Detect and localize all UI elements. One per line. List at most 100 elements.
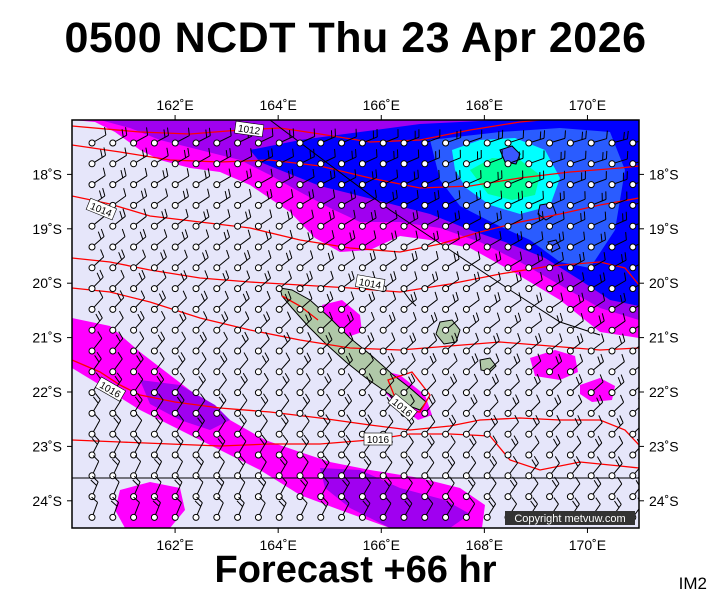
wind-barb-feather bbox=[428, 476, 434, 484]
wind-barb-feather bbox=[517, 192, 520, 201]
rain-patch-south bbox=[320, 468, 470, 528]
wind-barb-station bbox=[130, 264, 138, 272]
wind-barb-feather bbox=[491, 376, 497, 385]
wind-barb-station bbox=[88, 160, 96, 168]
wind-barb-station bbox=[566, 264, 574, 272]
wind-barb-feather bbox=[428, 397, 434, 405]
wind-barb-station bbox=[462, 201, 470, 209]
wind-barb-feather bbox=[408, 435, 414, 443]
wind-barb-feather bbox=[350, 191, 353, 200]
wind-barb-station bbox=[296, 493, 304, 501]
wind-barb-station bbox=[150, 326, 158, 334]
wind-barb-station bbox=[171, 285, 179, 293]
wind-barb-station bbox=[254, 264, 262, 272]
wind-barb-station bbox=[462, 264, 470, 272]
wind-barb-station bbox=[338, 430, 346, 438]
wind-barb-feather bbox=[328, 211, 332, 220]
wind-barb-station bbox=[171, 222, 179, 230]
wind-barb-station bbox=[171, 347, 179, 355]
wind-barb-station bbox=[546, 368, 554, 376]
wind-barb-feather bbox=[555, 356, 560, 365]
wind-barb-feather bbox=[500, 190, 503, 199]
wind-barb-station bbox=[130, 181, 138, 189]
wind-barb-station bbox=[379, 243, 387, 251]
wind-barb-feather bbox=[488, 500, 494, 508]
wind-barb-feather bbox=[556, 415, 561, 423]
wind-barb-feather bbox=[427, 438, 433, 446]
wind-barb-feather bbox=[195, 458, 202, 466]
wind-barb-feather bbox=[622, 333, 626, 342]
wind-barb-feather bbox=[600, 233, 603, 242]
wind-barb-feather bbox=[290, 209, 294, 218]
wind-barb-station bbox=[483, 513, 491, 521]
wind-barb-station bbox=[504, 305, 512, 313]
wind-barb-station bbox=[213, 368, 221, 376]
wind-barb-station bbox=[566, 285, 574, 293]
wind-barb-station bbox=[88, 368, 96, 376]
wind-barb-feather bbox=[346, 314, 351, 323]
wind-barb-feather bbox=[604, 231, 607, 240]
wind-barb-station bbox=[317, 472, 325, 480]
wind-barb-feather bbox=[287, 291, 292, 299]
wind-barb-station bbox=[379, 368, 387, 376]
wind-barb-feather bbox=[538, 212, 541, 221]
wind-barb-feather bbox=[185, 208, 189, 217]
wind-barb-feather bbox=[146, 127, 149, 136]
wind-barb-feather bbox=[285, 352, 291, 360]
wind-barb-feather bbox=[534, 435, 540, 443]
wind-barb-station bbox=[400, 201, 408, 209]
wind-barb-feather bbox=[94, 355, 100, 363]
wind-barb-station bbox=[192, 201, 200, 209]
wind-barb-station bbox=[400, 347, 408, 355]
wind-barb-feather bbox=[371, 291, 376, 300]
wind-barb-station bbox=[421, 409, 429, 417]
wind-barb-feather bbox=[250, 148, 253, 157]
wind-barb-station bbox=[171, 389, 179, 397]
wind-barb-feather bbox=[496, 312, 501, 321]
wind-barb-station bbox=[358, 409, 366, 417]
wind-barb-station bbox=[462, 222, 470, 230]
wind-barb-feather bbox=[558, 233, 561, 242]
wind-barb-station bbox=[629, 305, 637, 313]
wind-barb-station bbox=[358, 139, 366, 147]
wind-barb-feather bbox=[616, 497, 622, 505]
wind-barb-station bbox=[234, 409, 242, 417]
wind-barb-feather bbox=[121, 129, 124, 138]
wind-barb-feather bbox=[182, 190, 186, 199]
wind-barb-station bbox=[587, 243, 595, 251]
wind-barb-feather bbox=[344, 455, 351, 463]
wind-barb-feather bbox=[624, 252, 627, 261]
wind-barb-station bbox=[338, 347, 346, 355]
wind-barb-feather bbox=[286, 311, 292, 320]
wind-barb-station bbox=[442, 430, 450, 438]
map-frame bbox=[71, 119, 640, 529]
wind-barb-feather bbox=[551, 479, 558, 488]
wind-barb-station bbox=[400, 305, 408, 313]
wind-barb-station bbox=[525, 389, 533, 397]
wind-barb-station bbox=[275, 493, 283, 501]
wind-barb-feather bbox=[320, 500, 327, 508]
wind-barb-station bbox=[275, 139, 283, 147]
wind-barb-feather bbox=[217, 496, 224, 504]
wind-barb-feather bbox=[598, 315, 602, 324]
wind-barb-feather bbox=[246, 170, 249, 179]
wind-barb-station bbox=[213, 264, 221, 272]
wind-barb-feather bbox=[203, 211, 207, 220]
wind-barb-feather bbox=[330, 270, 334, 279]
wind-barb-feather bbox=[470, 476, 476, 484]
wind-barb-station bbox=[546, 285, 554, 293]
wind-barb-feather bbox=[241, 334, 247, 343]
wind-barb-feather bbox=[375, 149, 378, 158]
wind-barb-station bbox=[109, 139, 117, 147]
wind-barb-station bbox=[442, 181, 450, 189]
wind-barb-station bbox=[109, 181, 117, 189]
lon-label-top: 162˚E bbox=[156, 97, 193, 113]
wind-barb-station bbox=[608, 472, 616, 480]
wind-barb-feather bbox=[473, 373, 479, 382]
wind-barb-station bbox=[442, 513, 450, 521]
wind-barb-feather bbox=[199, 413, 205, 421]
wind-barb-station bbox=[379, 409, 387, 417]
wind-barb-feather bbox=[431, 394, 436, 402]
wind-barb-feather bbox=[290, 189, 294, 198]
